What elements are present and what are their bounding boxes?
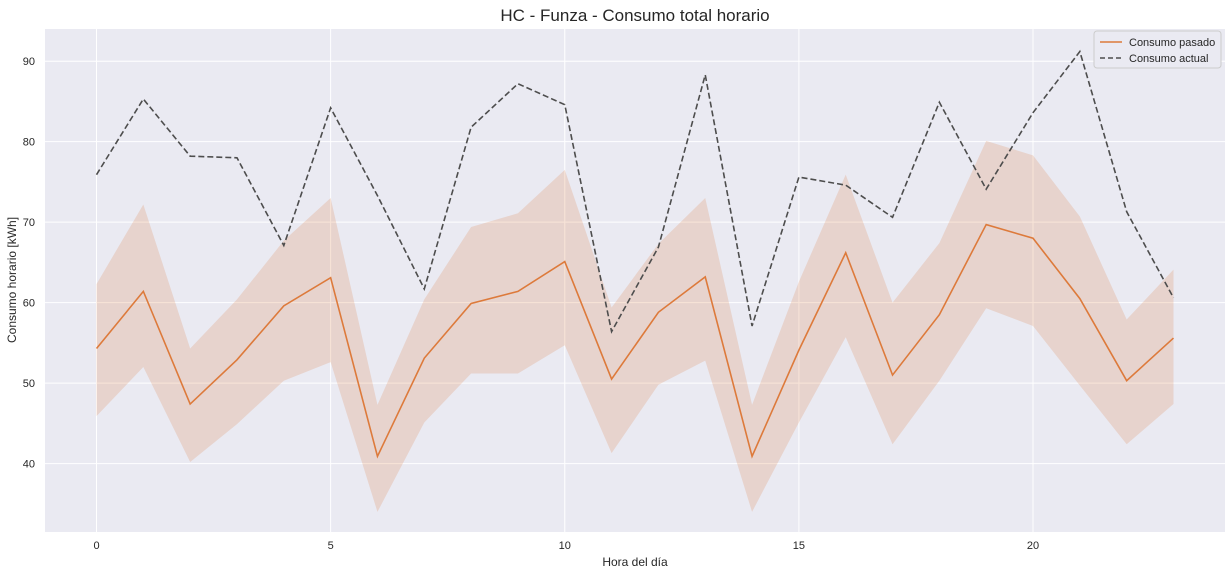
y-tick-label: 70 xyxy=(23,217,35,229)
y-tick-label: 40 xyxy=(23,459,35,471)
grid xyxy=(45,29,1225,532)
tick-labels: 40 50 60 70 80 90 0 5 10 15 20 xyxy=(23,56,1039,552)
x-tick-label: 15 xyxy=(793,540,805,552)
legend-label-consumo-pasado: Consumo pasado xyxy=(1129,37,1215,49)
y-tick-label: 60 xyxy=(23,298,35,310)
chart-title: HC - Funza - Consumo total horario xyxy=(500,6,769,25)
confidence-band-consumo-pasado xyxy=(96,140,1174,512)
y-tick-label: 50 xyxy=(23,378,35,390)
y-axis-label: Consumo horario [kWh] xyxy=(5,217,19,343)
series-line-consumo-pasado xyxy=(95,223,1175,459)
y-tick-label: 80 xyxy=(23,137,35,149)
y-tick-label: 90 xyxy=(23,56,35,68)
legend-label-consumo-actual: Consumo actual xyxy=(1129,53,1209,65)
x-axis-label: Hora del día xyxy=(602,555,668,569)
x-tick-label: 5 xyxy=(328,540,334,552)
x-tick-label: 20 xyxy=(1027,540,1039,552)
x-tick-label: 0 xyxy=(93,540,99,552)
x-tick-label: 10 xyxy=(559,540,571,552)
series-line-consumo-actual xyxy=(95,49,1175,334)
confidence-band-layer xyxy=(96,140,1174,512)
legend-box xyxy=(1093,30,1222,69)
series-lines xyxy=(95,49,1175,459)
plot-area xyxy=(45,29,1225,532)
legend: Consumo pasado Consumo actual xyxy=(1093,30,1222,69)
